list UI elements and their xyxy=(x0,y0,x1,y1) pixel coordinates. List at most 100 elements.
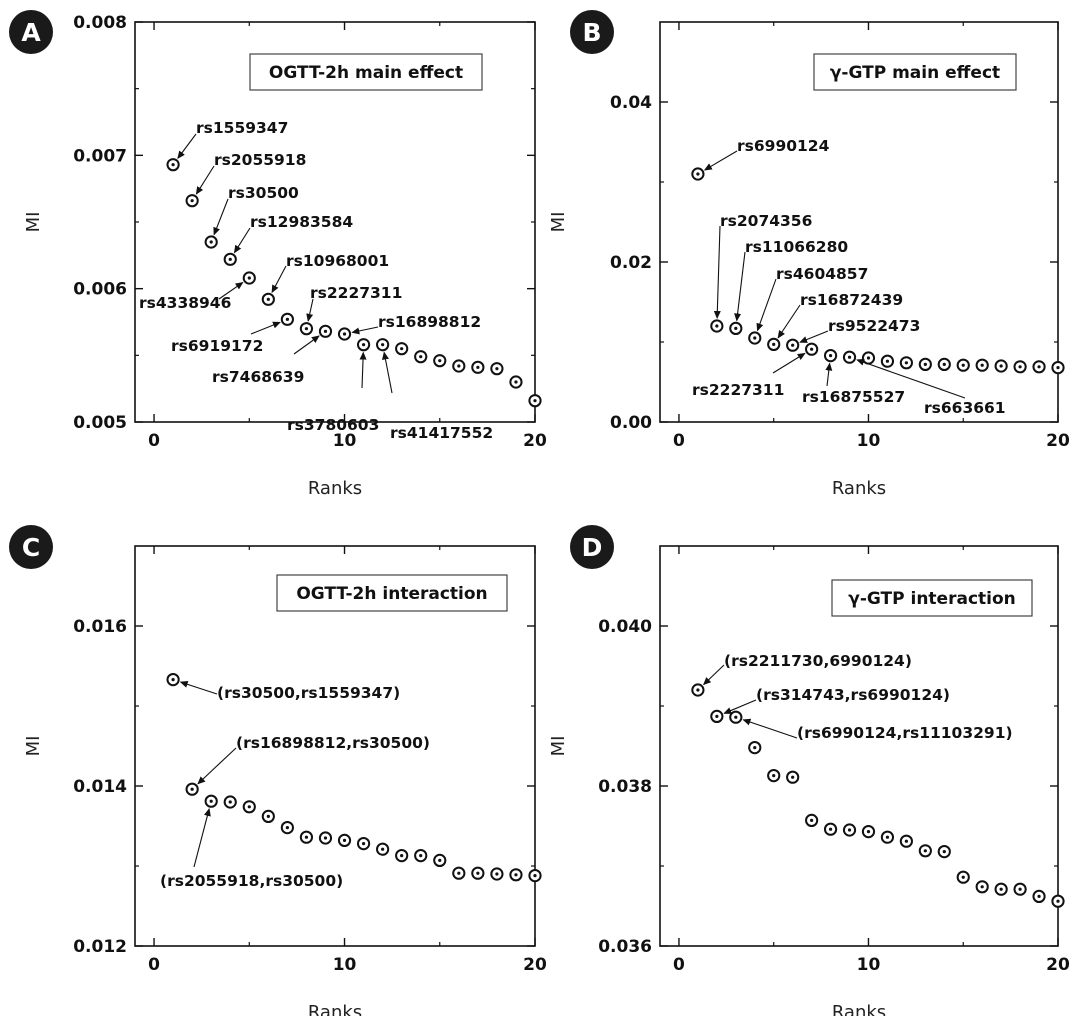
point-dot xyxy=(285,826,289,830)
y-tick-label: 0.040 xyxy=(598,617,652,637)
annotation-arrow xyxy=(195,165,215,195)
data-point xyxy=(337,833,352,848)
point-dot xyxy=(228,257,232,261)
data-point xyxy=(729,321,743,335)
annotation-label: rs10968001 xyxy=(286,252,389,270)
data-point xyxy=(786,338,800,352)
point-dot xyxy=(400,347,404,351)
point-dot xyxy=(361,343,366,347)
y-tick-label: 0.02 xyxy=(610,253,652,273)
chart-panel-b: B 0 10 20 0.00 0.02 0.04 Ranks MI γ-GTP main effe… xyxy=(548,10,1070,499)
data-point xyxy=(414,849,428,863)
data-point xyxy=(261,292,275,306)
annotation-arrow xyxy=(359,351,367,389)
annotation-label: rs16872439 xyxy=(800,291,903,309)
annotation-arrow xyxy=(825,362,833,387)
data-point xyxy=(861,825,876,839)
annotation-arrow xyxy=(702,664,725,686)
data-point xyxy=(528,394,542,408)
data-point xyxy=(299,322,314,336)
data-point xyxy=(899,834,913,848)
x-tick-label: 10 xyxy=(857,955,881,975)
data-point xyxy=(452,359,466,373)
point-dot xyxy=(885,835,890,839)
data-point xyxy=(356,837,371,851)
point-dot xyxy=(266,814,270,819)
data-point xyxy=(918,844,932,858)
data-point xyxy=(376,338,390,352)
data-point xyxy=(223,252,237,266)
point-dot xyxy=(495,872,499,876)
point-dot xyxy=(400,854,404,858)
y-tick-label: 0.016 xyxy=(73,617,127,637)
point-dot xyxy=(285,317,289,321)
plot-frame xyxy=(134,545,536,947)
annotation-label: rs4604857 xyxy=(776,265,868,283)
y-axis-label: MI xyxy=(23,212,44,233)
data-point xyxy=(356,338,371,352)
data-point xyxy=(975,880,989,894)
data-point xyxy=(337,327,352,341)
data-point xyxy=(185,782,199,796)
data-point xyxy=(490,362,504,376)
annotation-label: rs41417552 xyxy=(390,424,493,442)
annotation-arrow xyxy=(777,304,801,339)
point-dot xyxy=(476,871,480,875)
data-point xyxy=(395,342,409,356)
point-dot xyxy=(772,342,776,346)
data-point xyxy=(748,331,762,345)
annotation-label: rs16898812 xyxy=(378,313,481,331)
annotation-arrow xyxy=(271,265,287,294)
point-dot xyxy=(942,362,946,366)
x-tick-label: 0 xyxy=(673,431,685,451)
annotation-label: rs12983584 xyxy=(250,213,353,231)
x-tick-label: 20 xyxy=(523,955,547,975)
panel-letter: B xyxy=(582,18,601,47)
point-dot xyxy=(791,775,795,779)
x-tick-label: 20 xyxy=(1046,955,1070,975)
title-box xyxy=(831,579,1033,617)
annotation-arrow xyxy=(856,358,966,399)
point-dot xyxy=(190,199,194,203)
point-dot xyxy=(438,858,442,863)
annotation-label: rs6990124 xyxy=(737,137,830,155)
point-dot xyxy=(457,871,461,875)
annotation-label: rs2227311 xyxy=(310,284,402,302)
annotation-arrow xyxy=(382,351,393,394)
data-point xyxy=(880,830,895,844)
point-dot xyxy=(514,873,518,877)
point-dot xyxy=(361,842,366,846)
data-point xyxy=(433,354,447,368)
annotation-arrow xyxy=(213,198,229,236)
annotation-label: rs663661 xyxy=(924,399,1006,417)
annotation-arrow xyxy=(179,680,218,695)
point-dot xyxy=(980,363,984,367)
data-point xyxy=(1032,889,1046,904)
y-tick-label: 0.006 xyxy=(73,280,127,300)
data-point xyxy=(185,194,199,208)
annotation-arrow xyxy=(250,321,281,335)
annotation-arrow xyxy=(177,133,197,160)
data-point xyxy=(242,800,256,814)
point-dot xyxy=(171,163,175,167)
point-dot xyxy=(1018,365,1022,369)
point-dot xyxy=(342,332,347,336)
plot-frame xyxy=(659,545,1059,947)
x-tick-label: 10 xyxy=(857,431,881,451)
point-dot xyxy=(828,354,833,358)
x-tick-label: 20 xyxy=(1046,431,1070,451)
chart-title: OGTT-2h interaction xyxy=(296,584,487,604)
annotation-arrow xyxy=(734,251,746,322)
data-point xyxy=(528,869,542,883)
point-dot xyxy=(885,359,890,363)
data-point xyxy=(842,823,857,837)
point-dot xyxy=(381,847,385,851)
point-dot xyxy=(923,849,927,853)
point-dot xyxy=(961,363,965,367)
data-point xyxy=(691,683,705,697)
point-dot xyxy=(209,799,213,803)
title-box xyxy=(813,53,1017,91)
data-point xyxy=(433,853,447,868)
point-dot xyxy=(1056,899,1060,903)
point-dot xyxy=(810,818,814,823)
